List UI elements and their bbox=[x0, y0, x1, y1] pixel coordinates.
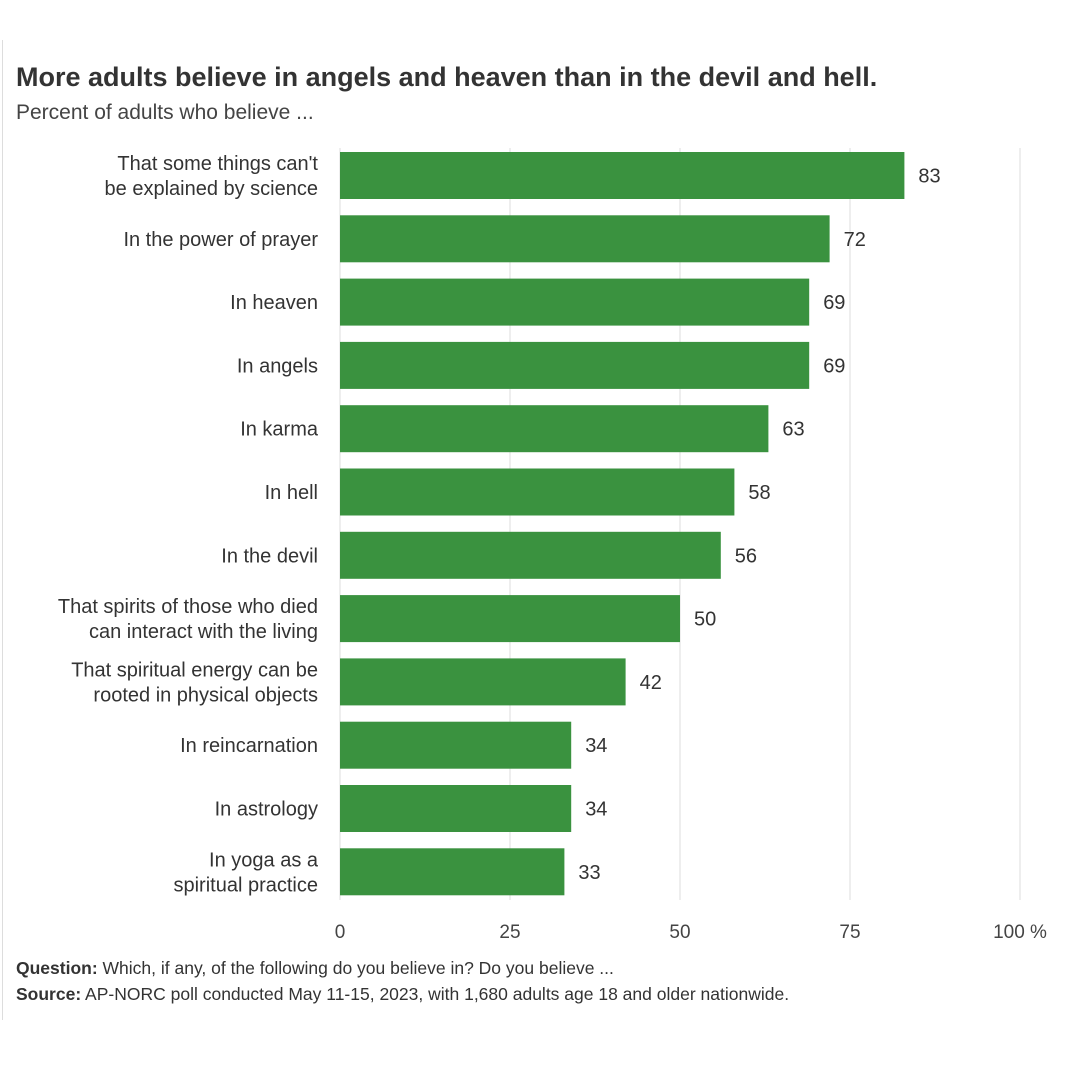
category-label-line: In astrology bbox=[215, 799, 318, 821]
source-label: Source: bbox=[16, 984, 82, 1004]
value-label: 56 bbox=[735, 545, 757, 567]
category-label-line: In hell bbox=[265, 482, 318, 504]
bar bbox=[340, 721, 572, 769]
bar bbox=[340, 785, 572, 832]
category-label: In the power of prayer bbox=[123, 229, 318, 251]
category-label-line: spiritual practice bbox=[173, 874, 318, 896]
bar bbox=[340, 278, 810, 326]
category-label: In astrology bbox=[215, 799, 318, 821]
category-label-line: In reincarnation bbox=[180, 735, 318, 757]
bar bbox=[340, 152, 905, 199]
category-label: That spiritual energy can be rooted in ph… bbox=[71, 659, 318, 706]
question-label: Question: bbox=[16, 958, 98, 978]
left-border-line bbox=[2, 40, 3, 1020]
category-label-line: In yoga as a bbox=[209, 849, 319, 871]
source-text: AP-NORC poll conducted May 11-15, 2023, … bbox=[81, 984, 790, 1004]
bar bbox=[340, 215, 830, 263]
value-label: 72 bbox=[844, 229, 866, 251]
value-label: 42 bbox=[640, 672, 662, 694]
value-label: 50 bbox=[694, 609, 716, 631]
x-tick-label: 75 bbox=[839, 922, 860, 943]
category-label: In heaven bbox=[230, 292, 318, 314]
category-label-line: rooted in physical objects bbox=[93, 684, 318, 706]
chart-title: More adults believe in angels and heaven… bbox=[16, 62, 878, 92]
value-label: 69 bbox=[823, 355, 845, 377]
bar bbox=[340, 658, 626, 706]
value-label: 69 bbox=[823, 292, 845, 314]
bar bbox=[340, 341, 810, 389]
category-label-line: In karma bbox=[240, 419, 319, 441]
category-label: In karma bbox=[240, 419, 319, 441]
value-label: 83 bbox=[918, 166, 940, 188]
category-label-line: That spirits of those who died bbox=[58, 596, 318, 618]
bar bbox=[340, 595, 680, 643]
bar bbox=[340, 531, 721, 579]
question-text: Which, if any, of the following do you b… bbox=[97, 958, 614, 978]
bar bbox=[340, 848, 565, 896]
category-label-line: That spiritual energy can be bbox=[71, 659, 318, 681]
bar bbox=[340, 468, 735, 516]
x-tick-label: 100 % bbox=[993, 922, 1047, 943]
category-label-line: In heaven bbox=[230, 292, 318, 314]
value-label: 63 bbox=[782, 419, 804, 441]
category-label-line: In angels bbox=[237, 355, 318, 377]
category-label: That spirits of those who died can intera… bbox=[58, 596, 318, 643]
chart-subtitle: Percent of adults who believe ... bbox=[16, 101, 314, 124]
footer-source: Source: AP-NORC poll conducted May 11-15… bbox=[16, 984, 1066, 1005]
category-label: In reincarnation bbox=[180, 735, 318, 757]
category-label-line: be explained by science bbox=[105, 178, 318, 200]
category-label-line: can interact with the living bbox=[89, 621, 318, 643]
value-label: 34 bbox=[585, 735, 607, 757]
category-label-line: In the devil bbox=[221, 545, 318, 567]
value-label: 34 bbox=[585, 799, 607, 821]
category-label: In angels bbox=[237, 355, 318, 377]
bar bbox=[340, 405, 769, 453]
category-label: In the devil bbox=[221, 545, 318, 567]
category-label: In hell bbox=[265, 482, 318, 504]
x-tick-label: 25 bbox=[499, 922, 520, 943]
category-label: In yoga as a spiritual practice bbox=[173, 849, 318, 896]
category-label: That some things can't be explained by sc… bbox=[105, 153, 319, 200]
x-tick-label: 0 bbox=[335, 922, 346, 943]
value-label: 33 bbox=[578, 862, 600, 884]
category-label-line: In the power of prayer bbox=[123, 229, 318, 251]
bar-chart: 0 25 50 75 100 % That some things can't be exp… bbox=[58, 148, 1047, 943]
category-label-line: That some things can't bbox=[117, 153, 318, 175]
value-label: 58 bbox=[748, 482, 770, 504]
footer-question: Question: Which, if any, of the followin… bbox=[16, 958, 1066, 979]
x-tick-label: 50 bbox=[669, 922, 690, 943]
